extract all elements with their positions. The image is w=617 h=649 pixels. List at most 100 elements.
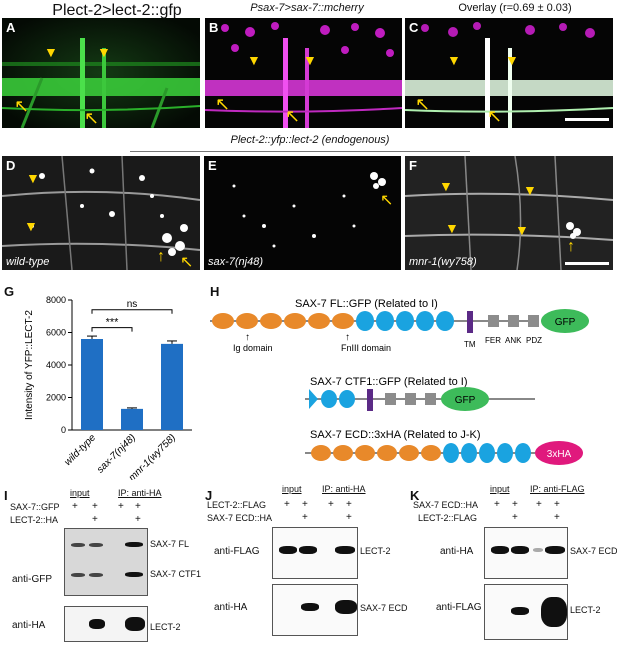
ig-domains [212, 313, 354, 329]
blot-i-band-fl: SAX-7 FL [150, 539, 190, 549]
blot-j-band-lect2: LECT-2 [360, 546, 391, 556]
y-tick-label: 6000 [46, 328, 66, 338]
bar [81, 339, 103, 430]
gfp-tag-label: GFP [555, 317, 576, 328]
arrowhead-icon: ▼ [303, 52, 317, 68]
panel-d-image: D wild-type ▼ ▼ ↑ ↖ [2, 156, 200, 270]
arrow-icon: ↖ [285, 106, 301, 126]
arrowhead-icon: ▼ [97, 44, 111, 60]
gfp-tag [541, 309, 589, 333]
blot-k-mark: + [536, 499, 542, 510]
arrow-icon: ↖ [487, 106, 503, 126]
blot-i-band-lect2: LECT-2 [150, 622, 181, 632]
blot-k-row1-label: SAX-7 ECD::HA [413, 500, 479, 510]
blot-j-mark: + [346, 499, 352, 510]
y-tick-label: 4000 [46, 360, 66, 370]
blot-j-mark: + [302, 512, 308, 523]
blot-i-mark: + [118, 501, 124, 512]
blot-i-mark: + [92, 514, 98, 525]
pdz-label: PDZ [526, 336, 542, 345]
blot-i-mark: + [135, 514, 141, 525]
blot-j-band-ecd: SAX-7 ECD [360, 603, 408, 613]
blot-k-ha-antibody: anti-HA [440, 546, 474, 557]
blot-k-band-ecd: SAX-7 ECD [570, 546, 617, 556]
ctf1-title: SAX-7 CTF1::GFP (Related to I) [310, 376, 468, 388]
blot-j-flag-antibody: anti-FLAG [214, 546, 260, 557]
panel-d-caption: wild-type [6, 256, 50, 268]
gfp-tag-label: GFP [455, 395, 476, 406]
blot-k-mark: + [512, 499, 518, 510]
panel-f-caption: mnr-1(wy758) [409, 256, 477, 268]
blot-i-input-label: input [70, 488, 90, 498]
arrowhead-icon: ▼ [447, 52, 461, 68]
panel-b-image: B ▼ ▼ ↖ ↖ [205, 18, 402, 128]
blot-i-gfp-antibody: anti-GFP [12, 574, 53, 585]
ha-tag-label: 3xHA [547, 449, 572, 460]
panel-b-caption: Psax-7>sax-7::mcherry [250, 2, 364, 14]
blot-i-mark: + [135, 501, 141, 512]
blot-i-ha-antibody: anti-HA [12, 620, 46, 631]
blot-k-flag [484, 584, 568, 640]
fl-title: SAX-7 FL::GFP (Related to I) [295, 298, 438, 310]
blot-j-flag [272, 527, 358, 579]
panel-b-letter: B [209, 20, 219, 35]
blot-i-ip-label: IP: anti-HA [118, 488, 162, 498]
blot-k-flag-antibody: anti-FLAG [436, 602, 482, 613]
blot-j-mark: + [346, 512, 352, 523]
panel-c-image: C ▼ ▼ ↖ ↖ [405, 18, 613, 128]
panel-k-letter: K [410, 488, 420, 503]
panel-h-letter: H [210, 284, 220, 299]
panel-d-letter: D [6, 158, 16, 173]
blot-j-row1-label: LECT-2::FLAG [207, 500, 267, 510]
y-tick-label: 0 [61, 425, 66, 435]
panel-c-caption: Overlay (r=0.69 ± 0.03) [458, 2, 572, 14]
panel-i-letter: I [4, 488, 8, 503]
blot-j-ip-label: IP: anti-HA [322, 484, 366, 494]
panel-a-image: A ▼ ▼ ↖ ↖ [2, 18, 200, 128]
blot-j-mark: + [302, 499, 308, 510]
arrow-icon: ↖ [380, 192, 394, 209]
fn-arrow: ↑ [345, 332, 350, 343]
y-axis-label: Intensity of YFP::LECT-2 [24, 310, 35, 420]
arrow-icon: ↖ [84, 108, 100, 128]
blot-k-mark: + [554, 499, 560, 510]
blot-i-band-ctf1: SAX-7 CTF1 [150, 569, 202, 579]
blot-j-ha [272, 584, 358, 636]
blot-k-mark: + [512, 512, 518, 523]
blot-i-row2-label: LECT-2::HA [10, 515, 59, 525]
arrow-icon: ↖ [415, 94, 431, 114]
arrow-icon: ↖ [180, 254, 194, 270]
domain-diagram: SAX-7 FL::GFP (Related to I) GFP ↑ Ig do… [210, 298, 589, 465]
arrow-icon: ↖ [215, 94, 231, 114]
ha-tag [535, 441, 583, 465]
fer-label: FER [485, 336, 501, 345]
arrowhead-icon: ▼ [44, 44, 58, 60]
panel-j-letter: J [205, 488, 213, 503]
ig-arrow: ↑ [245, 332, 250, 343]
bar [121, 408, 143, 430]
blot-k-band-lect2: LECT-2 [570, 605, 601, 615]
panel-e-image: E sax-7(nj48) ↖ [204, 156, 401, 270]
row2-title: Plect-2::yfp::lect-2 (endogenous) [230, 134, 390, 146]
blot-j-row2-label: SAX-7 ECD::HA [207, 513, 273, 523]
sig-label: ns [127, 299, 138, 310]
panel-a-caption: Plect-2>lect-2::gfp [52, 2, 182, 19]
blot-k-input-label: input [490, 484, 510, 494]
x-tick-label: wild-type [62, 432, 98, 468]
arrowhead-icon: ▼ [24, 218, 38, 234]
fn-label: FnIII domain [341, 343, 391, 353]
panel-c-letter: C [409, 20, 419, 35]
arrowhead-icon: ▼ [515, 222, 529, 238]
tm-label: TM [464, 340, 476, 349]
blot-i-row1-label: SAX-7::GFP [10, 502, 60, 512]
y-tick-label: 8000 [46, 295, 66, 305]
fn-domains [356, 311, 454, 331]
blot-k-ip-label: IP: anti-FLAG [530, 484, 585, 494]
panel-f-image: F mnr-1(wy758) ▼ ▼ ▼ ▼ ↑ [405, 156, 613, 270]
ecd-title: SAX-7 ECD::3xHA (Related to J-K) [310, 429, 481, 441]
panel-f-letter: F [409, 158, 417, 173]
arrowhead-icon: ▼ [505, 52, 519, 68]
arrowhead-icon: ▼ [445, 220, 459, 236]
blot-j-mark: + [284, 499, 290, 510]
